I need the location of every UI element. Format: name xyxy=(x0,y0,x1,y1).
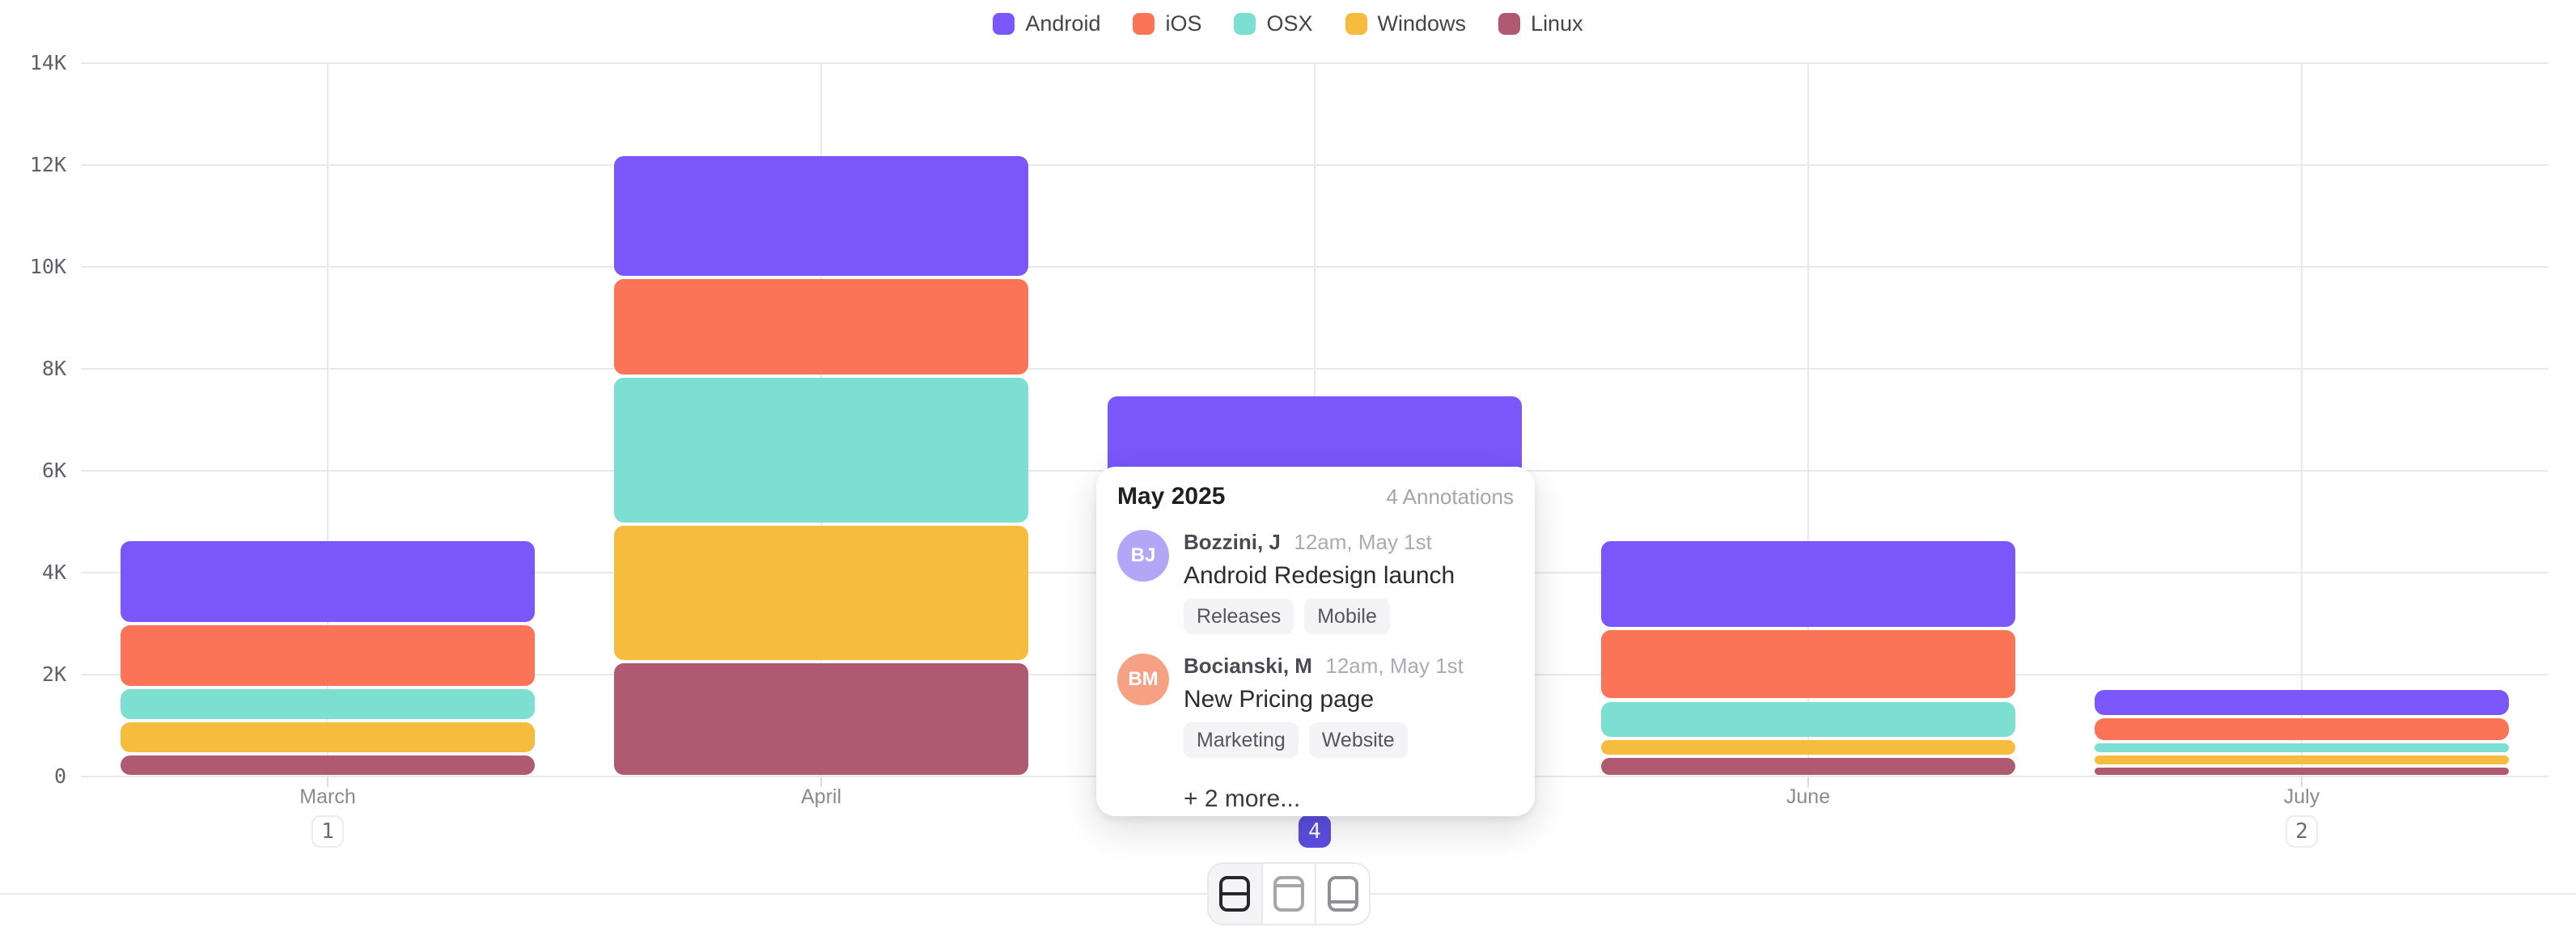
annotation-tags: Releases Mobile xyxy=(1184,599,1455,634)
gridline-vertical xyxy=(1807,63,1809,777)
legend-swatch-icon xyxy=(1498,13,1521,35)
popover-annotation-count: 4 Annotations xyxy=(1386,485,1514,509)
bar-segment-windows[interactable] xyxy=(2095,755,2509,765)
view-toggle-panel-bottom-button[interactable] xyxy=(1315,864,1369,924)
bar-june[interactable] xyxy=(1601,0,2015,948)
tag-chip[interactable]: Website xyxy=(1308,722,1408,758)
bar-segment-android[interactable] xyxy=(1601,541,2015,628)
bar-segment-osx[interactable] xyxy=(1601,701,2015,737)
popover-title: May 2025 xyxy=(1117,483,1226,510)
annotation-entry-body: Bocianski, M 12am, May 1st New Pricing p… xyxy=(1184,654,1464,758)
annotation-text: Android Redesign launch xyxy=(1184,562,1455,589)
x-axis-label: April xyxy=(800,785,841,808)
annotation-text: New Pricing page xyxy=(1184,686,1375,713)
x-axis-label: July xyxy=(2283,785,2320,808)
view-toggle-split-horizontal-button[interactable] xyxy=(1209,864,1261,924)
y-axis-tick-label: 2K xyxy=(41,662,66,686)
legend-item-ios[interactable]: iOS xyxy=(1133,13,1201,35)
annotation-entry[interactable]: BM Bocianski, M 12am, May 1st New Pricin… xyxy=(1117,654,1514,758)
annotation-author: Bocianski, M xyxy=(1184,654,1312,678)
tag-chip[interactable]: Releases xyxy=(1184,599,1294,634)
annotations-popover: May 2025 4 Annotations BJ Bozzini, J 12a… xyxy=(1096,467,1535,816)
x-axis-tick xyxy=(1807,777,1809,787)
bar-segment-osx[interactable] xyxy=(2095,743,2509,752)
annotation-entry-meta: Bozzini, J 12am, May 1st xyxy=(1184,530,1455,558)
show-more-annotations-link[interactable]: + 2 more... xyxy=(1184,785,1301,812)
tag-chip[interactable]: Mobile xyxy=(1304,599,1390,634)
gridline-vertical xyxy=(2301,63,2303,777)
y-axis-tick-label: 4K xyxy=(41,561,66,584)
legend-swatch-icon xyxy=(1133,13,1155,35)
tag-chip[interactable]: Marketing xyxy=(1184,722,1299,758)
annotation-panel-toggle xyxy=(1207,862,1371,925)
bar-segment-linux[interactable] xyxy=(2095,768,2509,775)
x-axis-label: June xyxy=(1786,785,1831,808)
annotation-entry-body: Bozzini, J 12am, May 1st Android Redesig… xyxy=(1184,530,1455,634)
y-axis-tick-label: 14K xyxy=(29,51,66,74)
bar-segment-linux[interactable] xyxy=(1601,757,2015,775)
annotation-tags: Marketing Website xyxy=(1184,722,1464,758)
x-axis-tick xyxy=(820,777,822,787)
popover-header: May 2025 4 Annotations xyxy=(1117,483,1514,510)
legend-item-linux[interactable]: Linux xyxy=(1498,13,1583,35)
bar-segment-osx[interactable] xyxy=(614,378,1028,523)
bar-segment-windows[interactable] xyxy=(121,722,535,752)
legend-swatch-icon xyxy=(1345,13,1367,35)
y-axis-tick-label: 10K xyxy=(29,255,66,278)
bar-april[interactable] xyxy=(614,0,1028,948)
legend-label: iOS xyxy=(1165,11,1202,36)
panel-top-icon xyxy=(1273,876,1304,912)
bar-segment-android[interactable] xyxy=(614,156,1028,276)
panel-bottom-icon xyxy=(1327,876,1358,912)
bar-segment-ios[interactable] xyxy=(121,625,535,686)
legend-item-windows[interactable]: Windows xyxy=(1345,11,1467,36)
legend-label: Linux xyxy=(1531,11,1583,36)
bar-segment-windows[interactable] xyxy=(1601,739,2015,755)
split-horizontal-icon xyxy=(1219,876,1251,912)
legend-item-android[interactable]: Android xyxy=(993,13,1100,35)
bar-segment-linux[interactable] xyxy=(614,663,1028,775)
legend-item-osx[interactable]: OSX xyxy=(1234,11,1313,36)
bar-segment-windows[interactable] xyxy=(614,526,1028,661)
x-axis-tick xyxy=(327,777,328,787)
y-axis-tick-label: 0 xyxy=(53,764,66,788)
legend-label: Android xyxy=(1025,11,1101,36)
y-axis-tick-label: 8K xyxy=(41,357,66,380)
annotation-count-badge-july[interactable]: 2 xyxy=(2286,815,2318,848)
annotation-timestamp: 12am, May 1st xyxy=(1294,530,1432,554)
annotation-count-badge-may[interactable]: 4 xyxy=(1299,815,1331,848)
x-axis-label: March xyxy=(299,785,356,808)
bar-segment-ios[interactable] xyxy=(1601,630,2015,699)
annotation-entry-meta: Bocianski, M 12am, May 1st xyxy=(1184,654,1464,682)
annotation-entry[interactable]: BJ Bozzini, J 12am, May 1st Android Rede… xyxy=(1117,530,1514,634)
legend-label: Windows xyxy=(1377,11,1467,36)
avatar: BM xyxy=(1117,654,1169,705)
avatar: BJ xyxy=(1117,530,1169,582)
x-axis-tick xyxy=(2301,777,2303,787)
gridline-vertical xyxy=(327,63,328,777)
bar-segment-linux[interactable] xyxy=(121,755,535,775)
bar-july[interactable] xyxy=(2095,0,2509,948)
bar-segment-android[interactable] xyxy=(121,541,535,622)
y-axis-tick-label: 6K xyxy=(41,459,66,482)
annotation-count-badge-march[interactable]: 1 xyxy=(311,815,344,848)
bar-march[interactable] xyxy=(121,0,535,948)
legend-swatch-icon xyxy=(993,13,1015,35)
legend-label: OSX xyxy=(1266,11,1313,36)
view-toggle-panel-top-button[interactable] xyxy=(1260,864,1316,924)
bar-segment-osx[interactable] xyxy=(121,688,535,719)
chart-legend: Android iOS OSX Windows Linux xyxy=(0,13,2576,35)
legend-swatch-icon xyxy=(1234,13,1256,35)
bar-segment-android[interactable] xyxy=(2095,690,2509,715)
bar-segment-ios[interactable] xyxy=(2095,717,2509,741)
annotation-author: Bozzini, J xyxy=(1184,530,1281,554)
bar-segment-ios[interactable] xyxy=(614,278,1028,375)
y-axis-tick-label: 12K xyxy=(29,153,66,176)
annotation-timestamp: 12am, May 1st xyxy=(1325,654,1464,678)
